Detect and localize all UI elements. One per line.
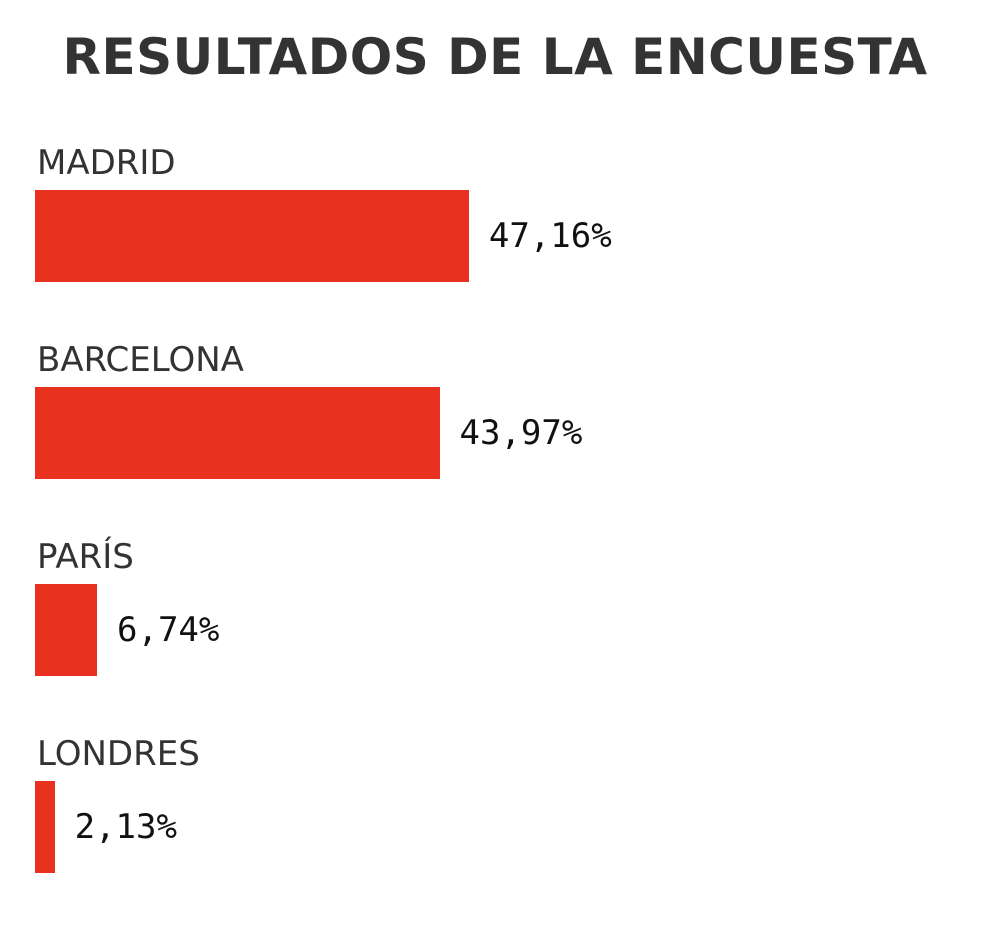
bar-row-barcelona: BARCELONA 43,97% bbox=[35, 336, 955, 496]
bar-paris bbox=[35, 584, 97, 676]
category-label-barcelona: BARCELONA bbox=[37, 340, 244, 380]
bar-row-madrid: MADRID 47,16% bbox=[35, 139, 955, 299]
value-label-paris: 6,74% bbox=[117, 610, 220, 650]
chart-title: RESULTADOS DE LA ENCUESTA bbox=[62, 28, 928, 86]
bar-madrid bbox=[35, 190, 469, 282]
value-label-barcelona: 43,97% bbox=[459, 413, 583, 453]
bar-londres bbox=[35, 781, 55, 873]
category-label-paris: PARÍS bbox=[37, 537, 134, 577]
category-label-londres: LONDRES bbox=[37, 734, 200, 774]
bar-barcelona bbox=[35, 387, 440, 479]
bar-row-paris: PARÍS 6,74% bbox=[35, 533, 955, 693]
value-label-londres: 2,13% bbox=[74, 807, 177, 847]
value-label-madrid: 47,16% bbox=[488, 216, 612, 256]
category-label-madrid: MADRID bbox=[37, 143, 176, 183]
bar-row-londres: LONDRES 2,13% bbox=[35, 730, 955, 890]
